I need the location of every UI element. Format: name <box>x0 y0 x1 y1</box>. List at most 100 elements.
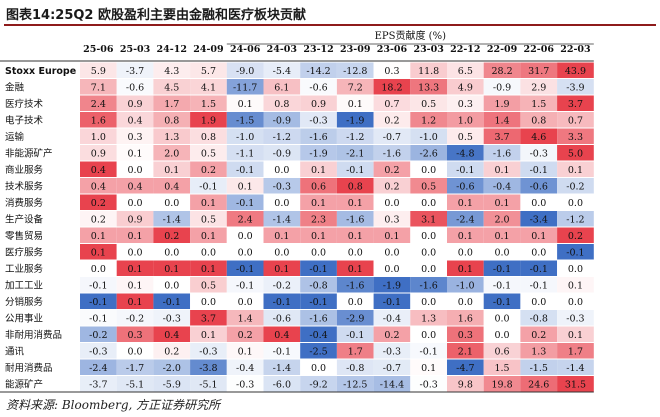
cell-value: 1.5 <box>531 99 546 110</box>
cell-value: 3.7 <box>568 99 583 110</box>
heatmap-cell <box>116 161 154 177</box>
heatmap-cell <box>520 310 558 326</box>
heatmap-cell <box>520 194 558 210</box>
row-label: 加工工业 <box>5 280 43 291</box>
cell-value: 3.1 <box>421 214 436 225</box>
cell-value: -0.1 <box>530 264 548 275</box>
row-label: 耐用消费品 <box>5 362 53 374</box>
cell-value: 31.5 <box>565 379 586 390</box>
cell-value: 5.0 <box>568 148 583 159</box>
cell-value: 1.2 <box>421 115 436 126</box>
cell-value: 0.1 <box>494 231 509 242</box>
heatmap-cell <box>557 359 594 375</box>
heatmap-cell <box>226 260 264 276</box>
cell-value: 0.0 <box>384 264 399 275</box>
heatmap-cell <box>153 227 191 243</box>
cell-value: -1.5 <box>530 363 548 374</box>
cell-value: 0.2 <box>164 346 179 357</box>
heatmap-cell <box>410 326 447 342</box>
cell-value: 0.3 <box>458 99 473 110</box>
cell-value: 0.1 <box>348 99 363 110</box>
row-label: 医疗技术 <box>5 98 44 110</box>
cell-value: 0.2 <box>238 330 253 341</box>
heatmap-cell <box>153 161 191 177</box>
cell-value: -2.4 <box>456 214 474 225</box>
cell-value: -0.1 <box>309 297 327 308</box>
cell-value: 0.0 <box>494 313 509 324</box>
heatmap-cell <box>520 62 558 78</box>
cell-value: -14.4 <box>380 379 404 390</box>
heatmap-cell <box>226 326 264 342</box>
cell-value: -0.3 <box>530 148 548 159</box>
cell-value: 0.0 <box>531 297 546 308</box>
cell-value: -12.8 <box>343 66 367 77</box>
cell-value: -0.1 <box>530 165 548 176</box>
cell-value: 0.5 <box>201 214 216 225</box>
heatmap-cell <box>483 95 521 111</box>
cell-value: 0.2 <box>164 231 179 242</box>
cell-value: 1.9 <box>494 99 509 110</box>
cell-value: 0.1 <box>127 148 142 159</box>
cell-value: -6.0 <box>273 379 291 390</box>
heatmap-cell <box>153 293 191 309</box>
cell-value: 0.1 <box>568 165 583 176</box>
cell-value: 0.0 <box>311 363 326 374</box>
cell-value: 0.0 <box>238 297 253 308</box>
heatmap-cell <box>410 227 447 243</box>
cell-value: 0.6 <box>494 346 509 357</box>
cell-value: 0.1 <box>201 330 216 341</box>
heatmap-cell <box>226 145 264 161</box>
cell-value: 0.5 <box>201 148 216 159</box>
heatmap-cell <box>153 326 191 342</box>
heatmap-cell <box>116 112 154 128</box>
cell-value: 1.4 <box>494 115 509 126</box>
cell-value: 0.3 <box>384 66 399 77</box>
heatmap-cell <box>153 128 191 144</box>
cell-value: 3.7 <box>494 132 509 143</box>
heatmap-cell <box>447 145 484 161</box>
cell-value: 5.9 <box>91 66 106 77</box>
heatmap-cell <box>447 227 484 243</box>
heatmap-cell <box>300 194 337 210</box>
heatmap-cell <box>226 178 264 194</box>
heatmap-cell <box>80 277 117 293</box>
row-label: 医疗服务 <box>5 246 44 258</box>
cell-value: 0.1 <box>238 99 253 110</box>
cell-value: 0.3 <box>384 214 399 225</box>
heatmap-cell <box>80 145 117 161</box>
cell-value: -0.8 <box>309 280 327 291</box>
cell-value: 0.4 <box>91 165 106 176</box>
heatmap-cell <box>520 376 558 392</box>
heatmap-cell <box>190 277 227 293</box>
heatmap-cell <box>483 211 521 227</box>
cell-value: 0.1 <box>348 198 363 209</box>
heatmap-cell <box>190 244 227 260</box>
heatmap-cell <box>190 128 227 144</box>
cell-value: 0.0 <box>458 247 473 258</box>
cell-value: 0.0 <box>421 247 436 258</box>
cell-value: 4.5 <box>164 82 179 93</box>
heatmap-cell <box>153 244 191 260</box>
heatmap-cell <box>153 95 191 111</box>
cell-value: 0.0 <box>164 280 179 291</box>
cell-value: -0.3 <box>566 313 584 324</box>
cell-value: -5.1 <box>199 379 217 390</box>
cell-value: 0.7 <box>384 99 399 110</box>
cell-value: 0.0 <box>384 198 399 209</box>
cell-value: 0.4 <box>274 330 289 341</box>
heatmap-cell <box>190 260 227 276</box>
cell-value: 0.0 <box>568 198 583 209</box>
row-label: 通讯 <box>5 346 25 357</box>
cell-value: -1.9 <box>383 280 401 291</box>
heatmap-cell <box>190 376 227 392</box>
heatmap-cell <box>520 128 558 144</box>
heatmap-cell <box>226 211 264 227</box>
heatmap-cell <box>373 260 411 276</box>
cell-value: 0.0 <box>421 165 436 176</box>
cell-value: -0.1 <box>309 264 327 275</box>
row-label: 分销服务 <box>5 296 44 308</box>
cell-value: 0.2 <box>384 330 399 341</box>
cell-value: -0.1 <box>236 280 254 291</box>
heatmap-cell <box>153 359 191 375</box>
heatmap-cell <box>80 95 117 111</box>
